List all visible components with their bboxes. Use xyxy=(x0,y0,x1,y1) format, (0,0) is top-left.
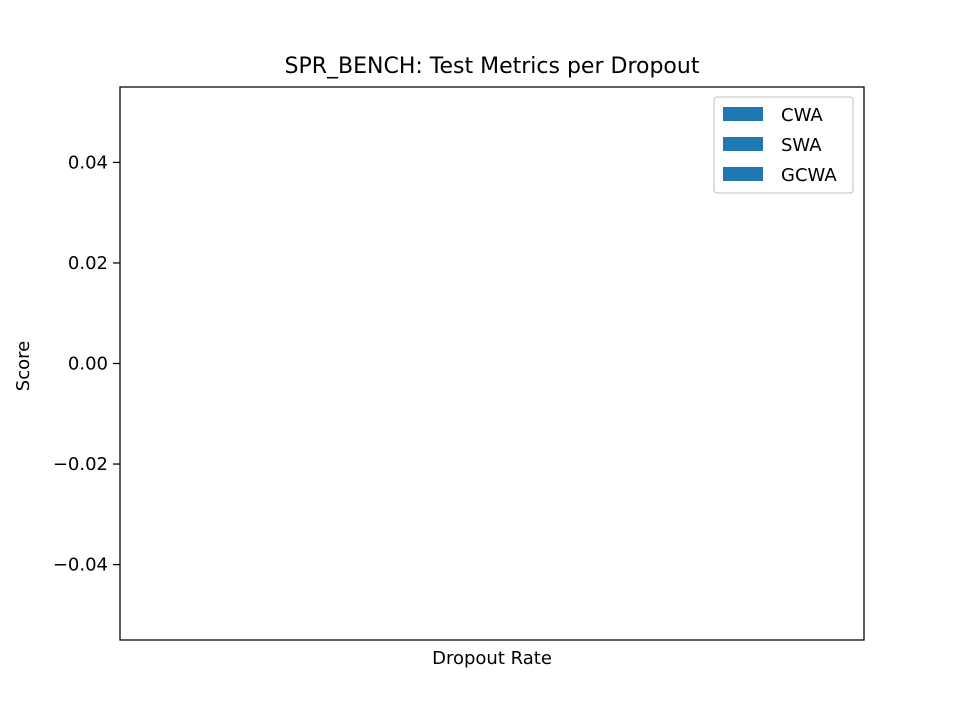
y-tick-label: 0.02 xyxy=(68,253,108,274)
legend-label: GCWA xyxy=(781,165,837,186)
y-tick-label: −0.04 xyxy=(53,555,108,576)
legend-swatch xyxy=(723,107,763,121)
chart-title: SPR_BENCH: Test Metrics per Dropout xyxy=(285,54,700,79)
y-tick-label: 0.04 xyxy=(68,152,108,173)
y-axis-label: Score xyxy=(13,341,34,391)
x-axis-label: Dropout Rate xyxy=(432,648,552,669)
legend: CWA SWA GCWA xyxy=(713,96,854,194)
legend-label: CWA xyxy=(781,105,823,126)
legend-label: SWA xyxy=(781,135,822,156)
plot-area-frame xyxy=(119,86,865,641)
y-tick-label: −0.02 xyxy=(53,454,108,475)
legend-swatch xyxy=(723,137,763,151)
legend-swatch xyxy=(723,167,763,181)
y-tick-label: 0.00 xyxy=(68,354,108,375)
legend-items: CWA SWA GCWA xyxy=(723,105,837,186)
y-axis-ticks: −0.04 −0.02 0.00 0.02 0.04 xyxy=(53,152,120,576)
